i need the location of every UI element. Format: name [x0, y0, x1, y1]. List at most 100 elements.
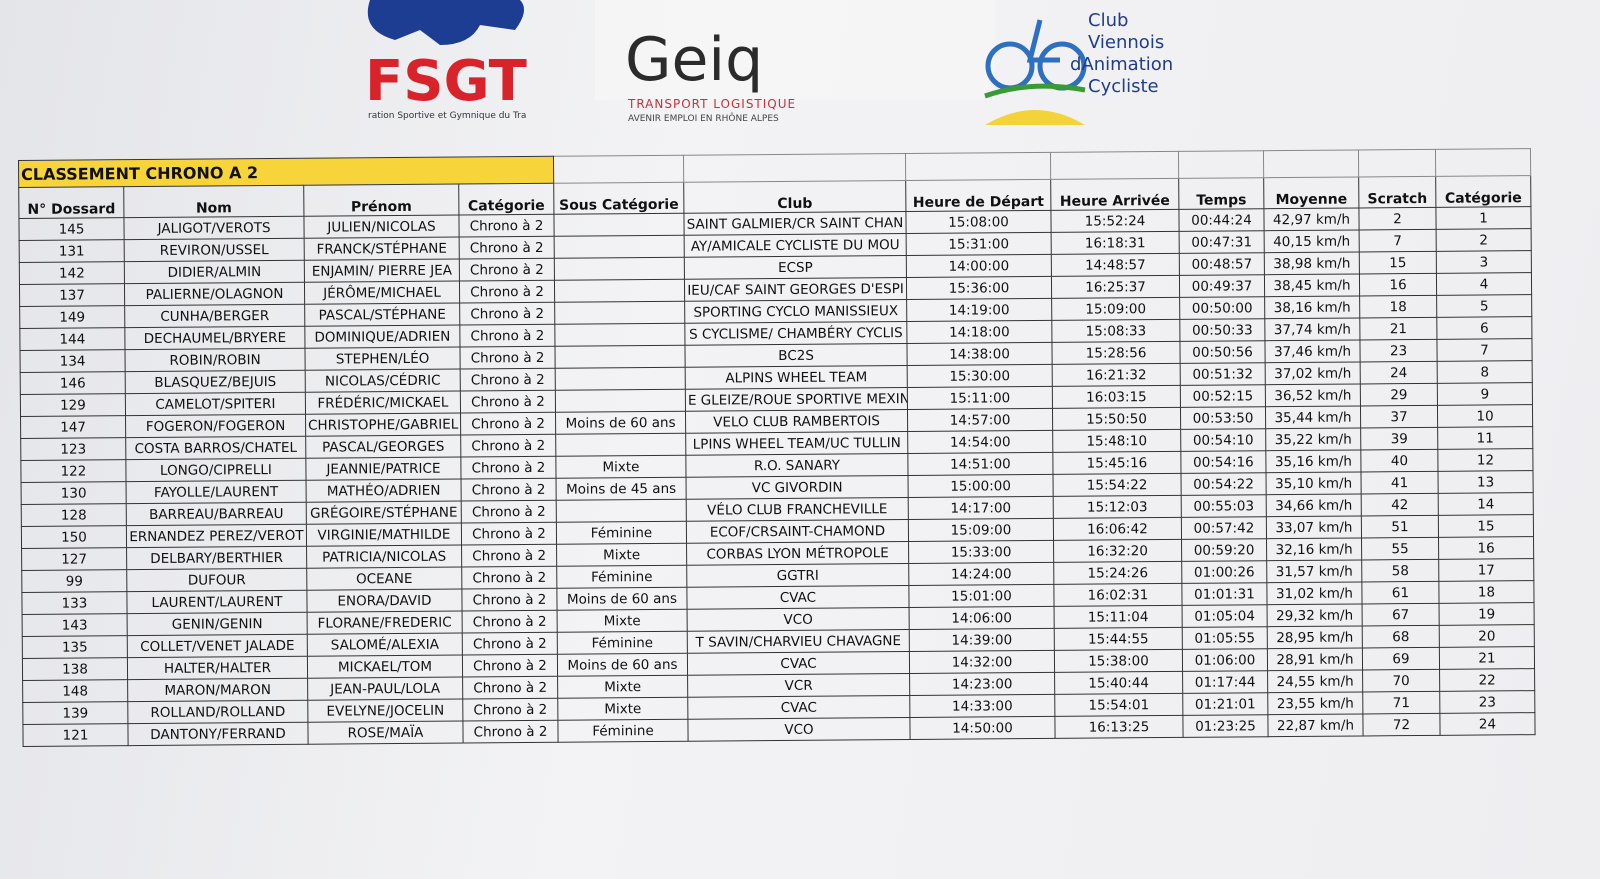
cell: Chrono à 2 — [459, 236, 555, 260]
cell: 00:50:33 — [1179, 318, 1265, 342]
cell: 68 — [1362, 625, 1440, 648]
table-body: 145 JALIGOT/VEROTS JULIEN/NICOLAS Chrono à … — [18, 206, 1536, 747]
cell: 14:50:00 — [909, 716, 1056, 740]
column-header: Heure de Départ — [905, 179, 1051, 212]
cell: ERNANDEZ PEREZ/VEROT — [126, 524, 307, 548]
cell: 00:52:15 — [1180, 384, 1266, 408]
cell: 67 — [1362, 603, 1440, 626]
column-header: Moyenne — [1263, 176, 1359, 209]
cell: 55 — [1361, 537, 1439, 560]
club-line: Viennois — [1088, 32, 1164, 53]
cell: 9 — [1437, 382, 1533, 406]
cell: 00:48:57 — [1179, 252, 1265, 276]
cell: Chrono à 2 — [461, 544, 557, 568]
cell: 6 — [1436, 316, 1532, 340]
cell: EVELYNE/JOCELIN — [307, 699, 463, 723]
cell: ROLLAND/ROLLAND — [127, 700, 308, 724]
cell — [554, 279, 685, 303]
cell: IEU/CAF SAINT GEORGES D'ESPI — [684, 277, 907, 302]
cell: 139 — [22, 701, 128, 725]
cell: 14:06:00 — [909, 606, 1055, 630]
cell: 15:11:04 — [1054, 605, 1183, 629]
cell: ECOF/CRSAINT-CHAMOND — [686, 519, 909, 544]
geiq-line1: TRANSPORT LOGISTIQUE — [627, 97, 796, 111]
cell: LPINS WHEEL TEAM/UC TULLIN — [685, 431, 908, 456]
cell: GENIN/GENIN — [127, 612, 308, 636]
cell: 18 — [1438, 580, 1535, 604]
cell: 128 — [21, 503, 127, 527]
cell: 15:24:26 — [1053, 561, 1182, 585]
cell — [554, 345, 686, 369]
cell: 31,02 km/h — [1266, 581, 1363, 605]
cell: 36,52 km/h — [1265, 383, 1361, 407]
cell — [555, 367, 686, 391]
fsgt-logo: FSGT — [365, 49, 527, 114]
cell: 51 — [1361, 515, 1439, 538]
cell: 01:00:26 — [1181, 560, 1267, 584]
cell: 35,44 km/h — [1265, 405, 1361, 429]
club-line: Club — [1088, 10, 1128, 31]
results-sheet: CLASSEMENT CHRONO A 2 N° Dossard Nom Préno… — [18, 148, 1536, 747]
cell: Chrono à 2 — [462, 676, 558, 700]
cell: 16:25:37 — [1051, 275, 1180, 299]
cell: S CYCLISME/ CHAMBÉRY CYCLIS — [684, 321, 907, 346]
cell: 00:49:37 — [1179, 274, 1265, 298]
cell: 149 — [19, 305, 125, 329]
cell: 24,55 km/h — [1267, 669, 1363, 693]
ground — [984, 83, 1086, 99]
cell: VIRGINIE/MATHILDE — [306, 523, 462, 547]
cell: 16 — [1359, 273, 1437, 296]
cell: 12 — [1437, 448, 1534, 472]
cell: 10 — [1437, 404, 1533, 428]
cell: 16:18:31 — [1051, 231, 1180, 255]
geiq-line2: AVENIR EMPLOI EN RHÔNE ALPES — [628, 112, 779, 124]
cell: 69 — [1362, 647, 1440, 670]
cell: Chrono à 2 — [461, 500, 557, 524]
cell: 22 — [1439, 668, 1535, 692]
cell: 15:12:03 — [1053, 495, 1182, 519]
cell: VÉLO CLUB FRANCHEVILLE — [686, 497, 909, 522]
cell: ALPINS WHEEL TEAM — [685, 365, 908, 390]
cell: 01:05:55 — [1182, 626, 1268, 650]
cell: OCEANE — [306, 567, 462, 591]
cell: 8 — [1437, 360, 1533, 384]
cell: 00:57:42 — [1181, 516, 1267, 540]
cell: 99 — [21, 569, 127, 593]
cell: 01:05:04 — [1182, 604, 1268, 628]
cell — [1263, 149, 1359, 178]
cell: PASCAL/GEORGES — [305, 435, 461, 459]
cell: 35,16 km/h — [1265, 449, 1362, 473]
column-header: Club — [683, 180, 906, 214]
cell: 127 — [21, 547, 127, 571]
cell: 23 — [1359, 339, 1438, 362]
cell — [554, 257, 685, 281]
cell: 15 — [1359, 251, 1437, 274]
cell: 15:36:00 — [906, 276, 1052, 300]
cell: Mixte — [557, 697, 688, 721]
cell: 16:21:32 — [1052, 363, 1181, 387]
cell: 130 — [21, 481, 127, 505]
cell: FLORANE/FREDERIC — [307, 611, 463, 635]
cell: Féminine — [556, 521, 687, 545]
fsgt-emblem — [367, 0, 524, 45]
cell — [554, 235, 685, 259]
cell: 14:48:57 — [1051, 253, 1180, 277]
cell: 00:44:24 — [1178, 208, 1265, 232]
cell: 72 — [1362, 713, 1441, 736]
cell: 14:24:00 — [908, 562, 1054, 586]
cell: JALIGOT/VEROTS — [123, 216, 305, 240]
cell: 14:00:00 — [906, 254, 1052, 278]
cell: 145 — [18, 217, 125, 241]
fsgt-tagline: ration Sportive et Gymnique du Tra — [368, 111, 526, 121]
cell: 15:31:00 — [906, 232, 1052, 256]
cell: 15:45:16 — [1052, 451, 1182, 475]
cell: SALOMÉ/ALEXIA — [307, 633, 463, 657]
cell: 138 — [22, 657, 128, 681]
logos: FSGT ration Sportive et Gymnique du Tra … — [365, 0, 1173, 125]
cell: 24 — [1360, 361, 1438, 384]
cell: Chrono à 2 — [459, 346, 556, 370]
cell: 131 — [19, 239, 125, 263]
cell: Chrono à 2 — [462, 610, 558, 634]
cell: 15:50:50 — [1052, 407, 1181, 431]
cell: 28,95 km/h — [1267, 625, 1363, 649]
